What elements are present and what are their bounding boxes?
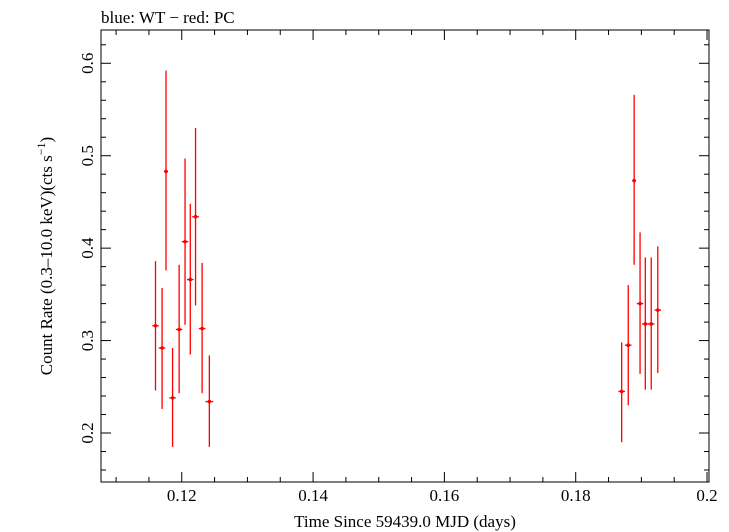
data-point (654, 246, 662, 373)
point-marker (626, 343, 631, 347)
point-marker (183, 239, 187, 244)
data-point (636, 232, 644, 374)
point-marker (153, 323, 158, 328)
y-tick-label: 0.2 (78, 422, 97, 443)
point-marker (619, 389, 624, 394)
point-marker (643, 322, 648, 326)
data-point (164, 70, 168, 271)
x-tick-label: 0.18 (561, 486, 591, 505)
data-point (618, 342, 625, 443)
point-marker (200, 326, 204, 331)
data-point (175, 264, 183, 394)
point-marker (170, 396, 175, 400)
chart-title: blue: WT − red: PC (101, 8, 235, 27)
y-axis-label-main: Count Rate (0.3–10.0 keV)(cts s (37, 155, 56, 375)
point-marker (655, 308, 660, 312)
plot-frame (100, 29, 710, 483)
data-point (647, 257, 655, 390)
axis-ticks (101, 30, 709, 482)
data-point (198, 262, 206, 394)
data-point (187, 203, 194, 355)
y-tick-label: 0.5 (78, 145, 97, 166)
data-point (152, 261, 159, 391)
point-marker (638, 301, 642, 306)
x-tick-label: 0.2 (696, 486, 717, 505)
x-tick-label: 0.16 (430, 486, 460, 505)
point-marker (177, 327, 181, 332)
data-point (181, 158, 189, 325)
point-marker (160, 346, 164, 350)
point-marker (188, 277, 193, 282)
y-axis-label: Count Rate (0.3–10.0 keV)(cts s−1) (34, 137, 56, 375)
x-tick-label: 0.14 (298, 486, 328, 505)
point-marker (207, 399, 212, 404)
data-series (152, 70, 662, 447)
data-point (205, 355, 214, 447)
axis-tick-labels: 0.12 0.14 0.16 0.18 0.2 0.2 0.3 0.4 0.5 0.6 (78, 53, 718, 505)
y-axis-label-exponent: −1 (34, 142, 48, 155)
point-marker (632, 178, 636, 183)
y-tick-label: 0.6 (78, 53, 97, 74)
data-point (624, 285, 632, 406)
point-marker (193, 214, 198, 219)
x-tick-label: 0.12 (167, 486, 197, 505)
data-point (642, 257, 649, 390)
data-point (632, 94, 637, 265)
point-marker (649, 322, 654, 326)
y-axis-label-close: ) (37, 137, 56, 143)
x-axis-label: Time Since 59439.0 MJD (days) (294, 512, 516, 531)
data-point (169, 347, 176, 447)
y-tick-label: 0.3 (78, 330, 97, 351)
data-point (192, 127, 199, 306)
y-tick-label: 0.4 (78, 237, 97, 259)
point-marker (164, 169, 168, 174)
data-point (158, 287, 166, 409)
